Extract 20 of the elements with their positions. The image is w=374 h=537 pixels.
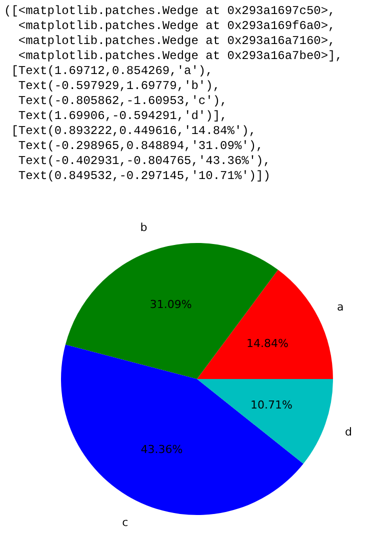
text: [Text(1.69712,0.854269,'a'), (10, 64, 214, 79)
slice-label: c (122, 516, 128, 529)
data-label: 43.36% (140, 443, 183, 456)
text: Text(1.69906,-0.594291,'d')], (17, 109, 228, 124)
data-label: 31.09% (150, 298, 192, 312)
text: <matplotlib.patches.Wedge at 0x293a169f6a0>, (17, 19, 336, 34)
slice-label: b (140, 221, 148, 234)
text: <matplotlib.patches.Wedge at 0x293a16a7be0>], (17, 49, 342, 64)
slice-label: a (336, 300, 344, 314)
text: Text(0.849532,-0.297145,'10.71%')]) (17, 169, 272, 184)
text: Text(-0.402931,-0.804765,'43.36%'), (17, 154, 272, 169)
text: Text(-0.597929,1.69779,'b'), (17, 79, 222, 94)
text: [Text(0.893222,0.449616,'14.84%'), (10, 124, 258, 139)
text: Text(-0.298965,0.848894,'31.09%'), (17, 139, 264, 154)
text: <matplotlib.patches.Wedge at 0x293a16a7160>, (17, 34, 336, 49)
data-label: 14.84% (246, 337, 288, 350)
text: Text(-0.805862,-1.60953,'c'), (17, 94, 228, 109)
text: ([<matplotlib.patches.Wedge at 0x293a1697c50>, (4, 4, 336, 19)
slice-label: d (344, 425, 352, 438)
data-label: 10.71% (250, 398, 292, 412)
